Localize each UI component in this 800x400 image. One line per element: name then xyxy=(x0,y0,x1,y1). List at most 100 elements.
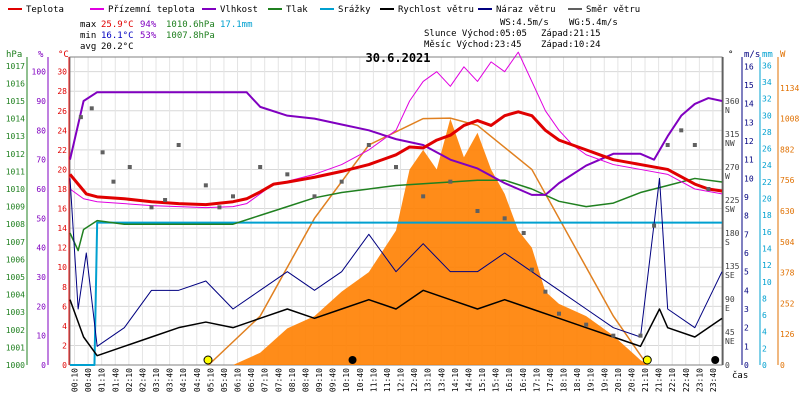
time-tick: 06:10 xyxy=(234,368,243,392)
stats-max-label: max xyxy=(80,20,97,30)
axis-pct-tick: 50 xyxy=(36,214,46,223)
wind-direction-point xyxy=(339,179,344,184)
wind-direction-point xyxy=(100,150,105,155)
axis-deg-tick: SW xyxy=(725,205,735,214)
axis-pct-tick: 10 xyxy=(36,332,46,341)
axis-c-tick: 6 xyxy=(62,302,67,311)
axis-ms-tick: 3 xyxy=(744,305,749,314)
time-tick: 08:10 xyxy=(288,368,297,392)
axis-hpa-tick: 1009 xyxy=(6,203,25,212)
axis-deg-tick: 0 xyxy=(725,361,730,370)
axis-deg-tick: 45 xyxy=(725,328,735,337)
axis-ms-tick: 8 xyxy=(744,212,749,221)
axis-w-tick: 504 xyxy=(780,238,795,247)
time-tick: 16:10 xyxy=(505,368,514,392)
time-tick: 10:40 xyxy=(356,368,365,392)
time-tick: 04:40 xyxy=(193,368,202,392)
axis-w-tick: 1134 xyxy=(780,84,799,93)
axis-hpa-tick: 1008 xyxy=(6,220,25,229)
time-tick: 20:40 xyxy=(627,368,636,392)
axis-ms-tick: 5 xyxy=(744,268,749,277)
time-tick: 12:40 xyxy=(410,368,419,392)
series-wind-speed xyxy=(69,289,723,357)
time-tick: 14:10 xyxy=(451,368,460,392)
axis-pct-tick: 40 xyxy=(36,244,46,253)
time-tick: 07:10 xyxy=(261,368,270,392)
time-tick: 22:10 xyxy=(668,368,677,392)
axis-w-tick: 1008 xyxy=(780,115,799,124)
wind-direction-point xyxy=(679,128,684,133)
wind-direction-point xyxy=(111,179,116,184)
axis-hpa-tick: 1017 xyxy=(6,62,25,71)
axis-ms-tick: 4 xyxy=(744,286,749,295)
time-tick: 23:40 xyxy=(709,368,718,392)
time-tick: 01:40 xyxy=(111,368,120,392)
wind-direction-point xyxy=(652,223,657,228)
legend-wind-direction: Směr větru xyxy=(586,5,640,15)
wind-direction-point xyxy=(127,165,132,169)
time-tick: 00:10 xyxy=(71,368,80,392)
axis-mm-tick: 10 xyxy=(762,278,772,287)
axis-deg-tick: SE xyxy=(725,271,735,280)
time-tick: 12:10 xyxy=(397,368,406,392)
legend: Teplota Přízemní teplota Vlhkost Tlak Sr… xyxy=(8,5,640,15)
time-tick: 04:10 xyxy=(179,368,188,392)
time-tick: 18:40 xyxy=(573,368,582,392)
axis-hpa-tick: 1002 xyxy=(6,326,25,335)
axis-pct-tick: 80 xyxy=(36,126,46,135)
axis-w-tick: 630 xyxy=(780,207,795,216)
axis-w-tick: 756 xyxy=(780,176,795,185)
wind-direction-point xyxy=(176,143,181,147)
axis-deg-tick: N xyxy=(725,106,730,115)
axes: 1017101610151014101310121011101010091008… xyxy=(6,57,799,370)
axis-ms-tick: 11 xyxy=(744,156,754,165)
axis-deg-tick: NW xyxy=(725,139,735,148)
time-tick: 23:10 xyxy=(695,368,704,392)
axis-c-tick: 28 xyxy=(57,87,67,96)
sunrise-marker xyxy=(203,355,213,365)
time-tick: 16:40 xyxy=(519,368,528,392)
moonset-marker xyxy=(348,356,357,364)
legend-wind-gust: Náraz větru xyxy=(496,5,556,15)
axis-deg-tick: E xyxy=(725,304,730,313)
axis-deg-tick: W xyxy=(725,172,730,181)
axis-title-mm: mm xyxy=(762,50,773,60)
axis-deg-tick: 225 xyxy=(725,196,740,205)
axis-deg-tick: 360 xyxy=(725,97,740,106)
stats-min-press: 1007.8hPa xyxy=(166,31,215,41)
wind-direction-point xyxy=(529,267,534,272)
wind-direction-point xyxy=(475,209,480,213)
axis-hpa-tick: 1014 xyxy=(6,115,25,124)
time-tick: 15:40 xyxy=(492,368,501,392)
axis-mm-tick: 2 xyxy=(762,344,767,353)
axis-mm-tick: 34 xyxy=(762,78,772,87)
wind-direction-point xyxy=(394,165,398,169)
wind-direction-point xyxy=(502,216,507,221)
wind-direction-point xyxy=(421,194,426,199)
stats-ws: WS:4.5m/s xyxy=(500,18,549,28)
stats-sun: Slunce Východ:05:05 xyxy=(424,29,527,39)
time-tick: 14:40 xyxy=(464,368,473,392)
axis-mm-tick: 36 xyxy=(762,61,772,70)
axis-mm-tick: 4 xyxy=(762,328,767,337)
axis-mm-tick: 30 xyxy=(762,111,772,120)
axis-deg-tick: 315 xyxy=(725,130,740,139)
axis-mm-tick: 20 xyxy=(762,195,772,204)
axis-mm-tick: 16 xyxy=(762,228,772,237)
time-tick: 08:40 xyxy=(301,368,310,392)
solar-radiation xyxy=(233,118,649,365)
series-lines xyxy=(68,51,723,366)
axis-mm-tick: 14 xyxy=(762,244,772,253)
axis-hpa-tick: 1003 xyxy=(6,308,25,317)
wind-direction-point xyxy=(584,322,589,327)
axis-mm-tick: 8 xyxy=(762,294,767,303)
stats-wg: WG:5.4m/s xyxy=(569,18,618,28)
axis-mm-tick: 18 xyxy=(762,211,772,220)
axis-deg-tick: NE xyxy=(725,337,735,346)
wind-direction-point xyxy=(448,179,453,184)
wind-direction-point xyxy=(285,172,290,177)
stats-max-temp: 25.9°C xyxy=(101,20,134,30)
stats-avg-temp: 20.2°C xyxy=(101,42,134,52)
time-tick: 11:10 xyxy=(369,368,378,392)
axis-ms-tick: 9 xyxy=(744,193,749,202)
